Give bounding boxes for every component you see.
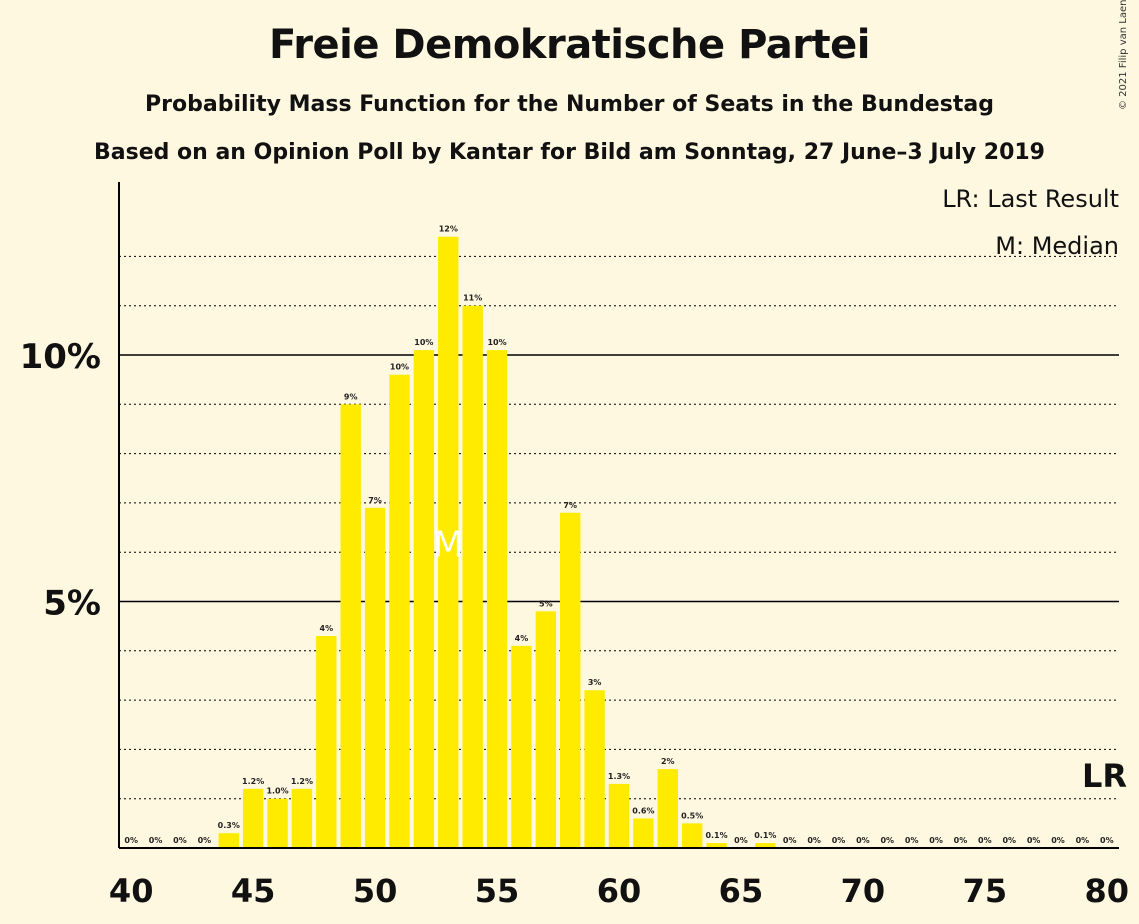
bar <box>535 611 557 848</box>
bar-value-label: 1.0% <box>266 787 288 796</box>
bar-value-label: 0% <box>734 836 748 845</box>
x-tick-label: 60 <box>597 872 642 910</box>
bar <box>633 818 654 848</box>
median-marker: M <box>433 524 464 565</box>
bar <box>413 350 435 848</box>
bar-value-label: 0% <box>929 836 943 845</box>
bar-value-label: 0.1% <box>705 831 727 840</box>
y-tick-label: 5% <box>43 584 101 624</box>
bar-value-label: 10% <box>487 338 506 347</box>
bar <box>389 374 410 848</box>
bar <box>511 645 532 848</box>
bar <box>560 512 581 848</box>
y-tick-label: 10% <box>20 337 101 377</box>
bar <box>340 404 361 848</box>
bar <box>608 783 630 848</box>
x-tick-label: 80 <box>1085 872 1130 910</box>
bar-value-label: 9% <box>344 392 358 401</box>
bar-value-label: 0% <box>1051 836 1065 845</box>
bar <box>462 305 483 848</box>
bar-value-label: 0% <box>783 836 797 845</box>
bar-value-label: 1.3% <box>608 772 630 781</box>
bar-value-label: 4% <box>515 634 529 643</box>
bar-value-label: 0% <box>905 836 919 845</box>
bar-value-label: 0% <box>880 836 894 845</box>
bar <box>755 843 776 848</box>
bar-value-label: 0% <box>978 836 992 845</box>
bar <box>242 788 264 848</box>
bar-value-label: 3% <box>588 678 602 687</box>
bar <box>218 833 239 848</box>
bar-value-label: 0% <box>807 836 821 845</box>
bar-value-label: 0% <box>1076 836 1090 845</box>
bar-value-label: 0% <box>173 836 187 845</box>
last-result-marker: LR <box>1082 757 1127 795</box>
bar-value-label: 0.3% <box>218 821 240 830</box>
bar <box>364 507 386 848</box>
bar-value-label: 1.2% <box>242 777 264 786</box>
bar-value-label: 0% <box>198 836 212 845</box>
bar <box>438 236 459 848</box>
bar-value-label: 0.6% <box>632 806 654 815</box>
bar-value-label: 11% <box>463 294 482 303</box>
bar <box>657 769 678 848</box>
bar-value-label: 0% <box>1027 836 1041 845</box>
bar <box>681 823 703 848</box>
bar-value-label: 7% <box>563 501 577 510</box>
bar-value-label: 0% <box>124 836 138 845</box>
bar-value-label: 0% <box>149 836 163 845</box>
bar <box>291 788 313 848</box>
bar-value-label: 0% <box>954 836 968 845</box>
x-tick-label: 65 <box>719 872 764 910</box>
bar <box>706 843 727 848</box>
bar <box>486 350 508 848</box>
bar-value-label: 2% <box>661 757 675 766</box>
bar-value-label: 1.2% <box>291 777 313 786</box>
bar-value-label: 0.1% <box>754 831 776 840</box>
chart-subtitle-poll: Based on an Opinion Poll by Kantar for B… <box>93 140 1045 165</box>
bar <box>584 690 605 848</box>
chart-subtitle: Probability Mass Function for the Number… <box>145 92 994 117</box>
bar-value-label: 12% <box>439 225 458 234</box>
x-tick-label: 50 <box>353 872 398 910</box>
bar-value-label: 4% <box>320 624 334 633</box>
bar-value-label: 0% <box>856 836 870 845</box>
bar-value-label: 0% <box>1002 836 1016 845</box>
bar <box>267 798 288 848</box>
bar <box>316 636 337 848</box>
bar-value-label: 10% <box>414 338 433 347</box>
legend-median: M: Median <box>995 232 1119 260</box>
bar-value-label: 5% <box>539 599 553 608</box>
x-tick-label: 45 <box>231 872 276 910</box>
x-tick-label: 70 <box>841 872 886 910</box>
x-tick-label: 55 <box>475 872 520 910</box>
chart-title: Freie Demokratische Partei <box>268 22 871 68</box>
bar-value-label: 0% <box>832 836 846 845</box>
legend-last-result: LR: Last Result <box>942 185 1119 213</box>
bar-value-label: 0% <box>1100 836 1114 845</box>
bar-value-label: 0.5% <box>681 811 703 820</box>
x-tick-label: 40 <box>109 872 154 910</box>
bar-value-label: 10% <box>390 363 409 372</box>
x-tick-label: 75 <box>963 872 1008 910</box>
bar-value-label: 7% <box>368 496 382 505</box>
